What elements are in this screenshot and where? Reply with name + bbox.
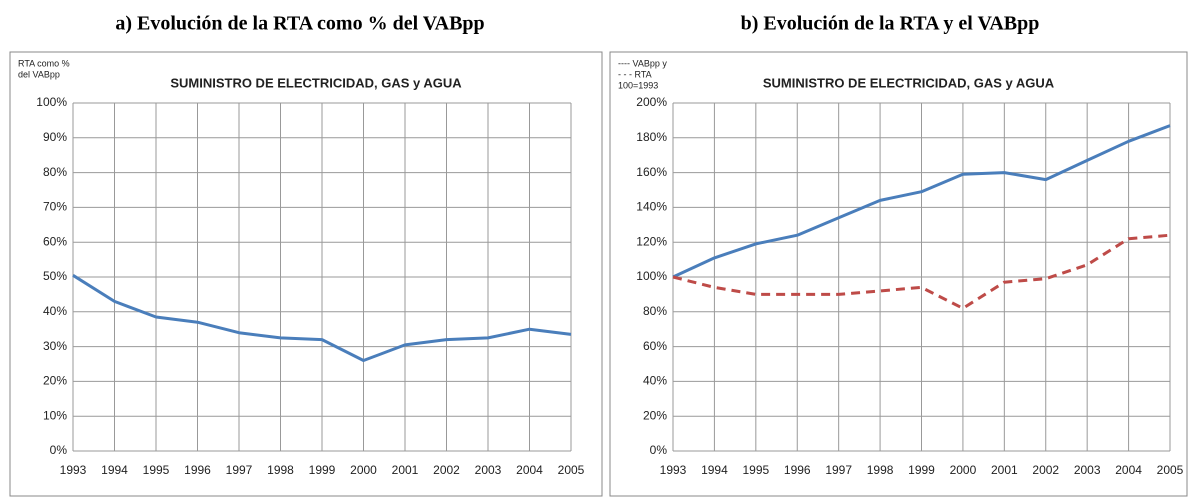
y-label: ---- VABpp y bbox=[618, 58, 667, 68]
x-tick-label: 1993 bbox=[60, 463, 87, 477]
y-tick-label: 90% bbox=[43, 130, 67, 144]
x-tick-label: 1994 bbox=[101, 463, 128, 477]
x-tick-label: 1994 bbox=[701, 463, 728, 477]
y-tick-label: 10% bbox=[43, 408, 67, 422]
x-tick-label: 2005 bbox=[1157, 463, 1184, 477]
caption: b) Evolución de la RTA y el VABpp bbox=[741, 13, 1040, 35]
x-tick-label: 2003 bbox=[475, 463, 502, 477]
y-tick-label: 180% bbox=[636, 130, 667, 144]
chart-frame bbox=[9, 51, 603, 497]
y-tick-label: 60% bbox=[43, 234, 67, 248]
x-tick-label: 2002 bbox=[1032, 463, 1059, 477]
y-tick-label: 80% bbox=[643, 304, 667, 318]
x-tick-label: 1999 bbox=[309, 463, 336, 477]
x-tick-label: 1997 bbox=[825, 463, 852, 477]
y-tick-label: 100% bbox=[36, 95, 67, 109]
x-tick-label: 1998 bbox=[867, 463, 894, 477]
series-line bbox=[672, 124, 1171, 279]
y-label: 100=1993 bbox=[618, 80, 658, 90]
x-tick-label: 1997 bbox=[226, 463, 253, 477]
x-tick-label: 2004 bbox=[1115, 463, 1142, 477]
y-tick-label: 120% bbox=[636, 234, 667, 248]
x-tick-label: 1993 bbox=[660, 463, 687, 477]
y-label: RTA como % bbox=[18, 58, 70, 68]
x-tick-label: 2001 bbox=[991, 463, 1018, 477]
x-tick-label: 2001 bbox=[392, 463, 419, 477]
x-tick-label: 1995 bbox=[143, 463, 170, 477]
x-tick-label: 1995 bbox=[742, 463, 769, 477]
y-tick-label: 200% bbox=[636, 95, 667, 109]
chart-frame bbox=[609, 51, 1188, 497]
y-tick-label: 60% bbox=[643, 339, 667, 353]
caption: a) Evolución de la RTA como % del VABpp bbox=[115, 13, 484, 35]
y-label: - - - RTA bbox=[618, 69, 652, 79]
y-tick-label: 40% bbox=[643, 374, 667, 388]
x-tick-label: 1999 bbox=[908, 463, 935, 477]
y-tick-label: 0% bbox=[650, 443, 668, 457]
x-tick-label: 2000 bbox=[950, 463, 977, 477]
chart-title: SUMINISTRO DE ELECTRICIDAD, GAS y AGUA bbox=[170, 75, 462, 90]
y-tick-label: 20% bbox=[43, 374, 67, 388]
y-tick-label: 100% bbox=[636, 269, 667, 283]
y-tick-label: 20% bbox=[643, 408, 667, 422]
x-tick-label: 2003 bbox=[1074, 463, 1101, 477]
x-tick-label: 1996 bbox=[184, 463, 211, 477]
y-tick-label: 40% bbox=[43, 304, 67, 318]
y-tick-label: 50% bbox=[43, 269, 67, 283]
x-tick-label: 2005 bbox=[558, 463, 585, 477]
y-tick-label: 80% bbox=[43, 165, 67, 179]
y-tick-label: 140% bbox=[636, 200, 667, 214]
x-tick-label: 1998 bbox=[267, 463, 294, 477]
series-line bbox=[72, 274, 572, 362]
chart-title: SUMINISTRO DE ELECTRICIDAD, GAS y AGUA bbox=[763, 75, 1055, 90]
x-tick-label: 2002 bbox=[433, 463, 460, 477]
y-tick-label: 0% bbox=[50, 443, 68, 457]
y-tick-label: 160% bbox=[636, 165, 667, 179]
y-tick-label: 70% bbox=[43, 200, 67, 214]
y-label: del VABpp bbox=[18, 69, 60, 79]
x-tick-label: 2004 bbox=[516, 463, 543, 477]
x-tick-label: 1996 bbox=[784, 463, 811, 477]
y-tick-label: 30% bbox=[43, 339, 67, 353]
x-tick-label: 2000 bbox=[350, 463, 377, 477]
